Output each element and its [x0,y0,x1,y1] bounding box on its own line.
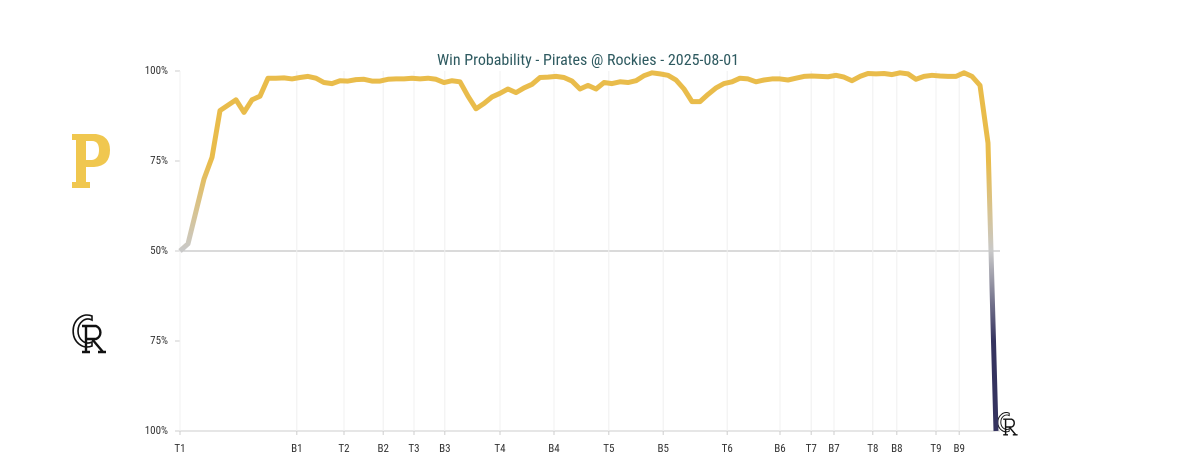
y-tick-label: 75% [150,334,168,347]
y-tick-label: 100% [145,64,168,77]
x-tick-label: T8 [867,442,878,455]
x-tick-label: B7 [828,442,839,455]
rockies-logo [71,313,108,354]
x-tick-label: T6 [722,442,733,455]
win-probability-line [178,70,999,432]
pirates-logo [72,134,110,188]
x-tick-label: B4 [548,442,560,455]
x-tick-label: T2 [338,442,349,455]
x-tick-label: B1 [291,442,302,455]
chart-title: Win Probability - Pirates @ Rockies - 20… [437,50,739,69]
x-tick-label: B5 [657,442,668,455]
y-tick-label: 100% [145,424,168,437]
x-tick-label: B2 [377,442,388,455]
x-tick-label: T4 [494,442,506,455]
y-tick-label: 75% [150,154,168,167]
x-tick-label: T7 [806,442,817,455]
y-tick-label: 50% [150,244,168,257]
x-tick-label: B3 [439,442,450,455]
x-tick-label: B9 [953,442,964,455]
x-tick-label: T5 [603,442,614,455]
x-tick-label: T9 [930,442,941,455]
rockies-end-logo [997,411,1019,436]
x-tick-label: T1 [174,442,185,455]
x-tick-label: T3 [408,442,419,455]
x-tick-label: B6 [774,442,785,455]
x-tick-label: B8 [891,442,902,455]
